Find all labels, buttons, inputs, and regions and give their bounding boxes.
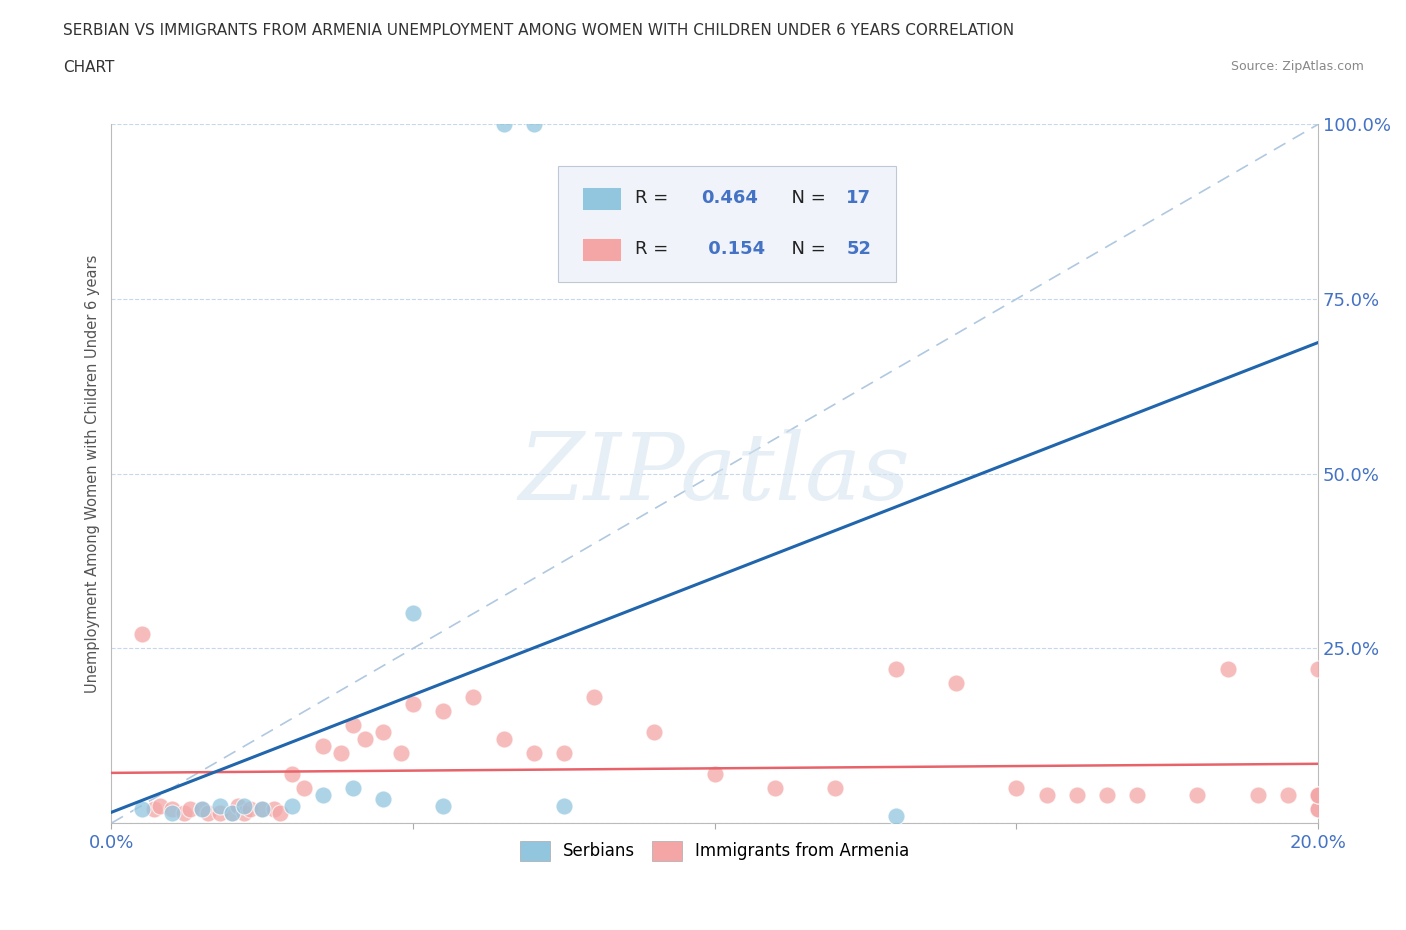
Point [371,724,394,739]
Point [824,781,846,796]
Point [402,697,425,711]
Point [353,732,375,747]
Point [142,802,165,817]
FancyBboxPatch shape [558,166,896,282]
Point [884,662,907,677]
Point [1005,781,1028,796]
Point [1126,788,1149,803]
Point [1308,802,1330,817]
Point [1308,802,1330,817]
Point [221,805,243,820]
Point [263,802,285,817]
Point [191,802,214,817]
Point [197,805,219,820]
Point [233,805,256,820]
Point [269,805,291,820]
Point [1035,788,1057,803]
Point [1247,788,1270,803]
Point [1308,788,1330,803]
Point [342,781,364,796]
Point [389,746,412,761]
Point [402,606,425,621]
Text: Source: ZipAtlas.com: Source: ZipAtlas.com [1230,60,1364,73]
Point [160,805,183,820]
Point [160,802,183,817]
Text: SERBIAN VS IMMIGRANTS FROM ARMENIA UNEMPLOYMENT AMONG WOMEN WITH CHILDREN UNDER : SERBIAN VS IMMIGRANTS FROM ARMENIA UNEMP… [63,23,1014,38]
Point [1308,662,1330,677]
Point [1066,788,1088,803]
Point [281,766,304,781]
Point [191,802,214,817]
Point [1216,662,1239,677]
Point [252,802,274,817]
Point [884,809,907,824]
Point [294,781,316,796]
Point [1095,788,1118,803]
Point [1308,788,1330,803]
Y-axis label: Unemployment Among Women with Children Under 6 years: Unemployment Among Women with Children U… [86,255,100,693]
Point [371,791,394,806]
Text: 0.154: 0.154 [702,240,765,259]
Point [131,627,153,642]
Point [239,802,262,817]
Text: N =: N = [780,190,831,207]
Point [329,746,352,761]
Point [523,117,546,132]
Text: 17: 17 [846,190,872,207]
Point [221,805,243,820]
Point [492,732,515,747]
Point [492,117,515,132]
Legend: Serbians, Immigrants from Armenia: Serbians, Immigrants from Armenia [513,834,917,867]
Text: R =: R = [636,240,673,259]
Text: CHART: CHART [63,60,115,75]
Text: N =: N = [780,240,831,259]
FancyBboxPatch shape [582,238,620,260]
Point [208,798,231,813]
Point [553,798,575,813]
Point [1308,788,1330,803]
Point [311,788,333,803]
Point [208,805,231,820]
Point [432,798,454,813]
Point [1277,788,1299,803]
Point [131,802,153,817]
Text: R =: R = [636,190,673,207]
Text: 52: 52 [846,240,872,259]
Point [703,766,725,781]
Point [281,798,304,813]
Point [342,718,364,733]
Point [179,802,201,817]
Point [463,690,485,705]
Point [432,704,454,719]
Point [252,802,274,817]
Point [311,738,333,753]
Point [149,798,172,813]
Point [945,676,967,691]
Point [553,746,575,761]
Point [233,798,256,813]
Point [173,805,195,820]
Text: ZIPatlas: ZIPatlas [519,429,911,519]
FancyBboxPatch shape [582,187,620,209]
Point [226,798,249,813]
Point [583,690,606,705]
Point [523,746,546,761]
Point [763,781,786,796]
Text: 0.464: 0.464 [702,190,758,207]
Point [1187,788,1209,803]
Point [643,724,665,739]
